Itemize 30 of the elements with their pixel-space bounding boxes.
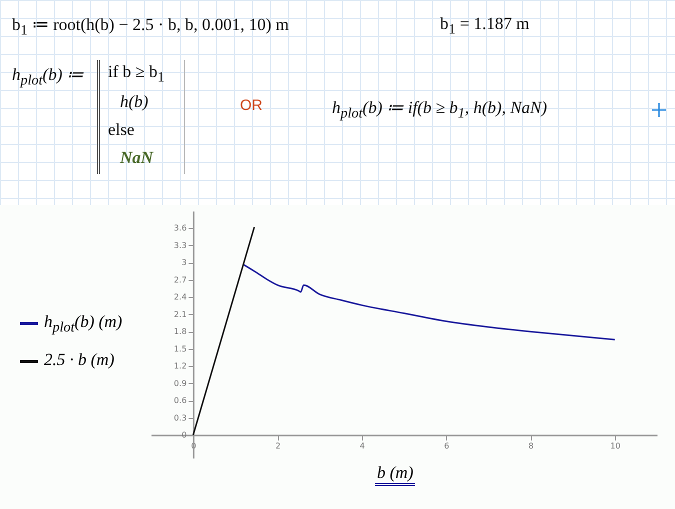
y-tick-label: 2.1	[174, 310, 187, 319]
text: b$_{1}$ ≔ root(h(b) − 2.5 · b, b, 0.001, 10) m	[12, 14, 289, 40]
x-tick-label: 8	[528, 442, 534, 451]
line-series	[242, 264, 616, 340]
y-tick-label: 2.7	[174, 275, 187, 284]
x-tick-label: 2	[275, 442, 281, 451]
text: h(b)	[120, 92, 148, 112]
y-tick-label: 1.2	[174, 362, 187, 371]
text: NaN	[120, 148, 154, 168]
y-tick-label: 0.9	[174, 378, 187, 388]
y-tick-label: 3.3	[174, 240, 187, 250]
text: if b ≥ b$_{1}$	[108, 62, 165, 86]
x-tick-label: 4	[360, 442, 365, 451]
x-axis-title: b (m)	[375, 463, 416, 486]
x-tick-label: 10	[610, 442, 620, 451]
legend-label: 2.5 · b (m)	[44, 350, 114, 369]
y-tick-label: 3.6	[174, 224, 187, 233]
text: h$_{plot}$(b) ≔	[12, 64, 84, 90]
text: b$_{1}$ = 1.187 m	[440, 14, 530, 38]
y-tick-label: 0.3	[174, 413, 187, 422]
legend-label: h$_{plot}$(b) (m)	[44, 312, 122, 336]
x-tick-label: 6	[444, 442, 450, 451]
text: h$_{plot}$(b) ≔ if(b ≥ b$_{1}$, h(b), NaN)	[332, 97, 548, 122]
text: else	[108, 120, 134, 140]
y-tick-label: 1.5	[174, 344, 187, 354]
text: OR	[240, 97, 262, 114]
y-tick-label: 1.8	[174, 327, 187, 336]
y-tick-label: 2.4	[174, 292, 187, 302]
y-tick-label: 3	[182, 258, 187, 268]
y-tick-label: 0.6	[174, 396, 187, 406]
